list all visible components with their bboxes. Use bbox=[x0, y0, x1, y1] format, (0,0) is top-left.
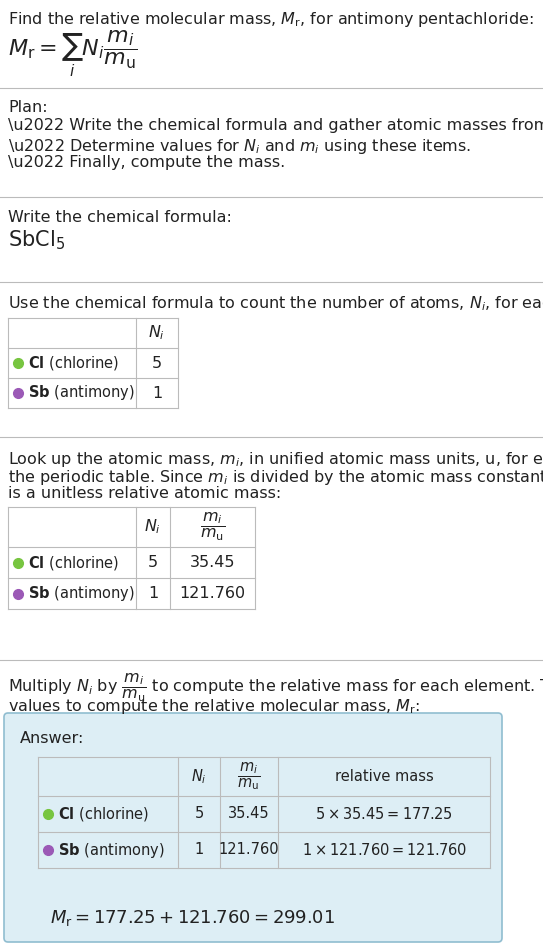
Text: Multiply $N_i$ by $\dfrac{m_i}{m_{\rm u}}$ to compute the relative mass for each: Multiply $N_i$ by $\dfrac{m_i}{m_{\rm u}… bbox=[8, 672, 543, 704]
Text: 5: 5 bbox=[194, 806, 204, 821]
Text: $N_i$: $N_i$ bbox=[148, 324, 166, 343]
Text: \u2022 Determine values for $N_i$ and $m_i$ using these items.: \u2022 Determine values for $N_i$ and $m… bbox=[8, 137, 471, 156]
Text: $1 \times 121.760 = 121.760$: $1 \times 121.760 = 121.760$ bbox=[301, 842, 466, 858]
Text: \u2022 Finally, compute the mass.: \u2022 Finally, compute the mass. bbox=[8, 155, 285, 170]
Text: 5: 5 bbox=[148, 555, 158, 570]
Text: $\mathbf{Cl}$ (chlorine): $\mathbf{Cl}$ (chlorine) bbox=[28, 354, 119, 372]
Text: 1: 1 bbox=[152, 385, 162, 400]
Text: Use the chemical formula to count the number of atoms, $N_i$, for each element:: Use the chemical formula to count the nu… bbox=[8, 294, 543, 312]
Text: $M_{\rm r} = \sum_i N_i \dfrac{m_i}{m_{\rm u}}$: $M_{\rm r} = \sum_i N_i \dfrac{m_i}{m_{\… bbox=[8, 28, 137, 78]
Text: Find the relative molecular mass, $M_{\rm r}$, for antimony pentachloride:: Find the relative molecular mass, $M_{\r… bbox=[8, 10, 534, 29]
Text: 1: 1 bbox=[148, 586, 158, 601]
Text: 121.760: 121.760 bbox=[179, 586, 245, 601]
Text: $\mathbf{Sb}$ (antimony): $\mathbf{Sb}$ (antimony) bbox=[28, 383, 135, 402]
Text: Answer:: Answer: bbox=[20, 731, 84, 746]
Text: 35.45: 35.45 bbox=[228, 806, 270, 821]
Text: $\mathbf{Sb}$ (antimony): $\mathbf{Sb}$ (antimony) bbox=[28, 584, 135, 603]
Text: Look up the atomic mass, $m_i$, in unified atomic mass units, u, for each elemen: Look up the atomic mass, $m_i$, in unifi… bbox=[8, 450, 543, 469]
Text: relative mass: relative mass bbox=[334, 769, 433, 784]
Text: $\dfrac{m_i}{m_{\rm u}}$: $\dfrac{m_i}{m_{\rm u}}$ bbox=[200, 511, 225, 543]
Text: $\mathbf{Sb}$ (antimony): $\mathbf{Sb}$ (antimony) bbox=[58, 840, 165, 859]
Text: Write the chemical formula:: Write the chemical formula: bbox=[8, 210, 232, 225]
Text: $5 \times 35.45 = 177.25$: $5 \times 35.45 = 177.25$ bbox=[315, 806, 453, 822]
Text: values to compute the relative molecular mass, $M_{\rm r}$:: values to compute the relative molecular… bbox=[8, 697, 420, 716]
Text: $N_i$: $N_i$ bbox=[144, 517, 161, 536]
Text: $M_{\rm r} = 177.25 + 121.760 = 299.01$: $M_{\rm r} = 177.25 + 121.760 = 299.01$ bbox=[50, 908, 335, 928]
Text: SbCl$_5$: SbCl$_5$ bbox=[8, 228, 65, 252]
Text: \u2022 Write the chemical formula and gather atomic masses from the periodic tab: \u2022 Write the chemical formula and ga… bbox=[8, 118, 543, 133]
Text: the periodic table. Since $m_i$ is divided by the atomic mass constant, $m_{\rm : the periodic table. Since $m_i$ is divid… bbox=[8, 468, 543, 487]
Text: 1: 1 bbox=[194, 842, 204, 857]
Text: 35.45: 35.45 bbox=[190, 555, 235, 570]
Text: $N_i$: $N_i$ bbox=[191, 767, 207, 785]
Text: 5: 5 bbox=[152, 356, 162, 370]
Text: Plan:: Plan: bbox=[8, 100, 48, 115]
Text: $\dfrac{m_i}{m_{\rm u}}$: $\dfrac{m_i}{m_{\rm u}}$ bbox=[237, 761, 261, 792]
FancyBboxPatch shape bbox=[4, 713, 502, 942]
Text: is a unitless relative atomic mass:: is a unitless relative atomic mass: bbox=[8, 486, 281, 501]
Text: $\mathbf{Cl}$ (chlorine): $\mathbf{Cl}$ (chlorine) bbox=[28, 553, 119, 571]
Text: $\mathbf{Cl}$ (chlorine): $\mathbf{Cl}$ (chlorine) bbox=[58, 805, 149, 823]
Text: 121.760: 121.760 bbox=[219, 842, 279, 857]
